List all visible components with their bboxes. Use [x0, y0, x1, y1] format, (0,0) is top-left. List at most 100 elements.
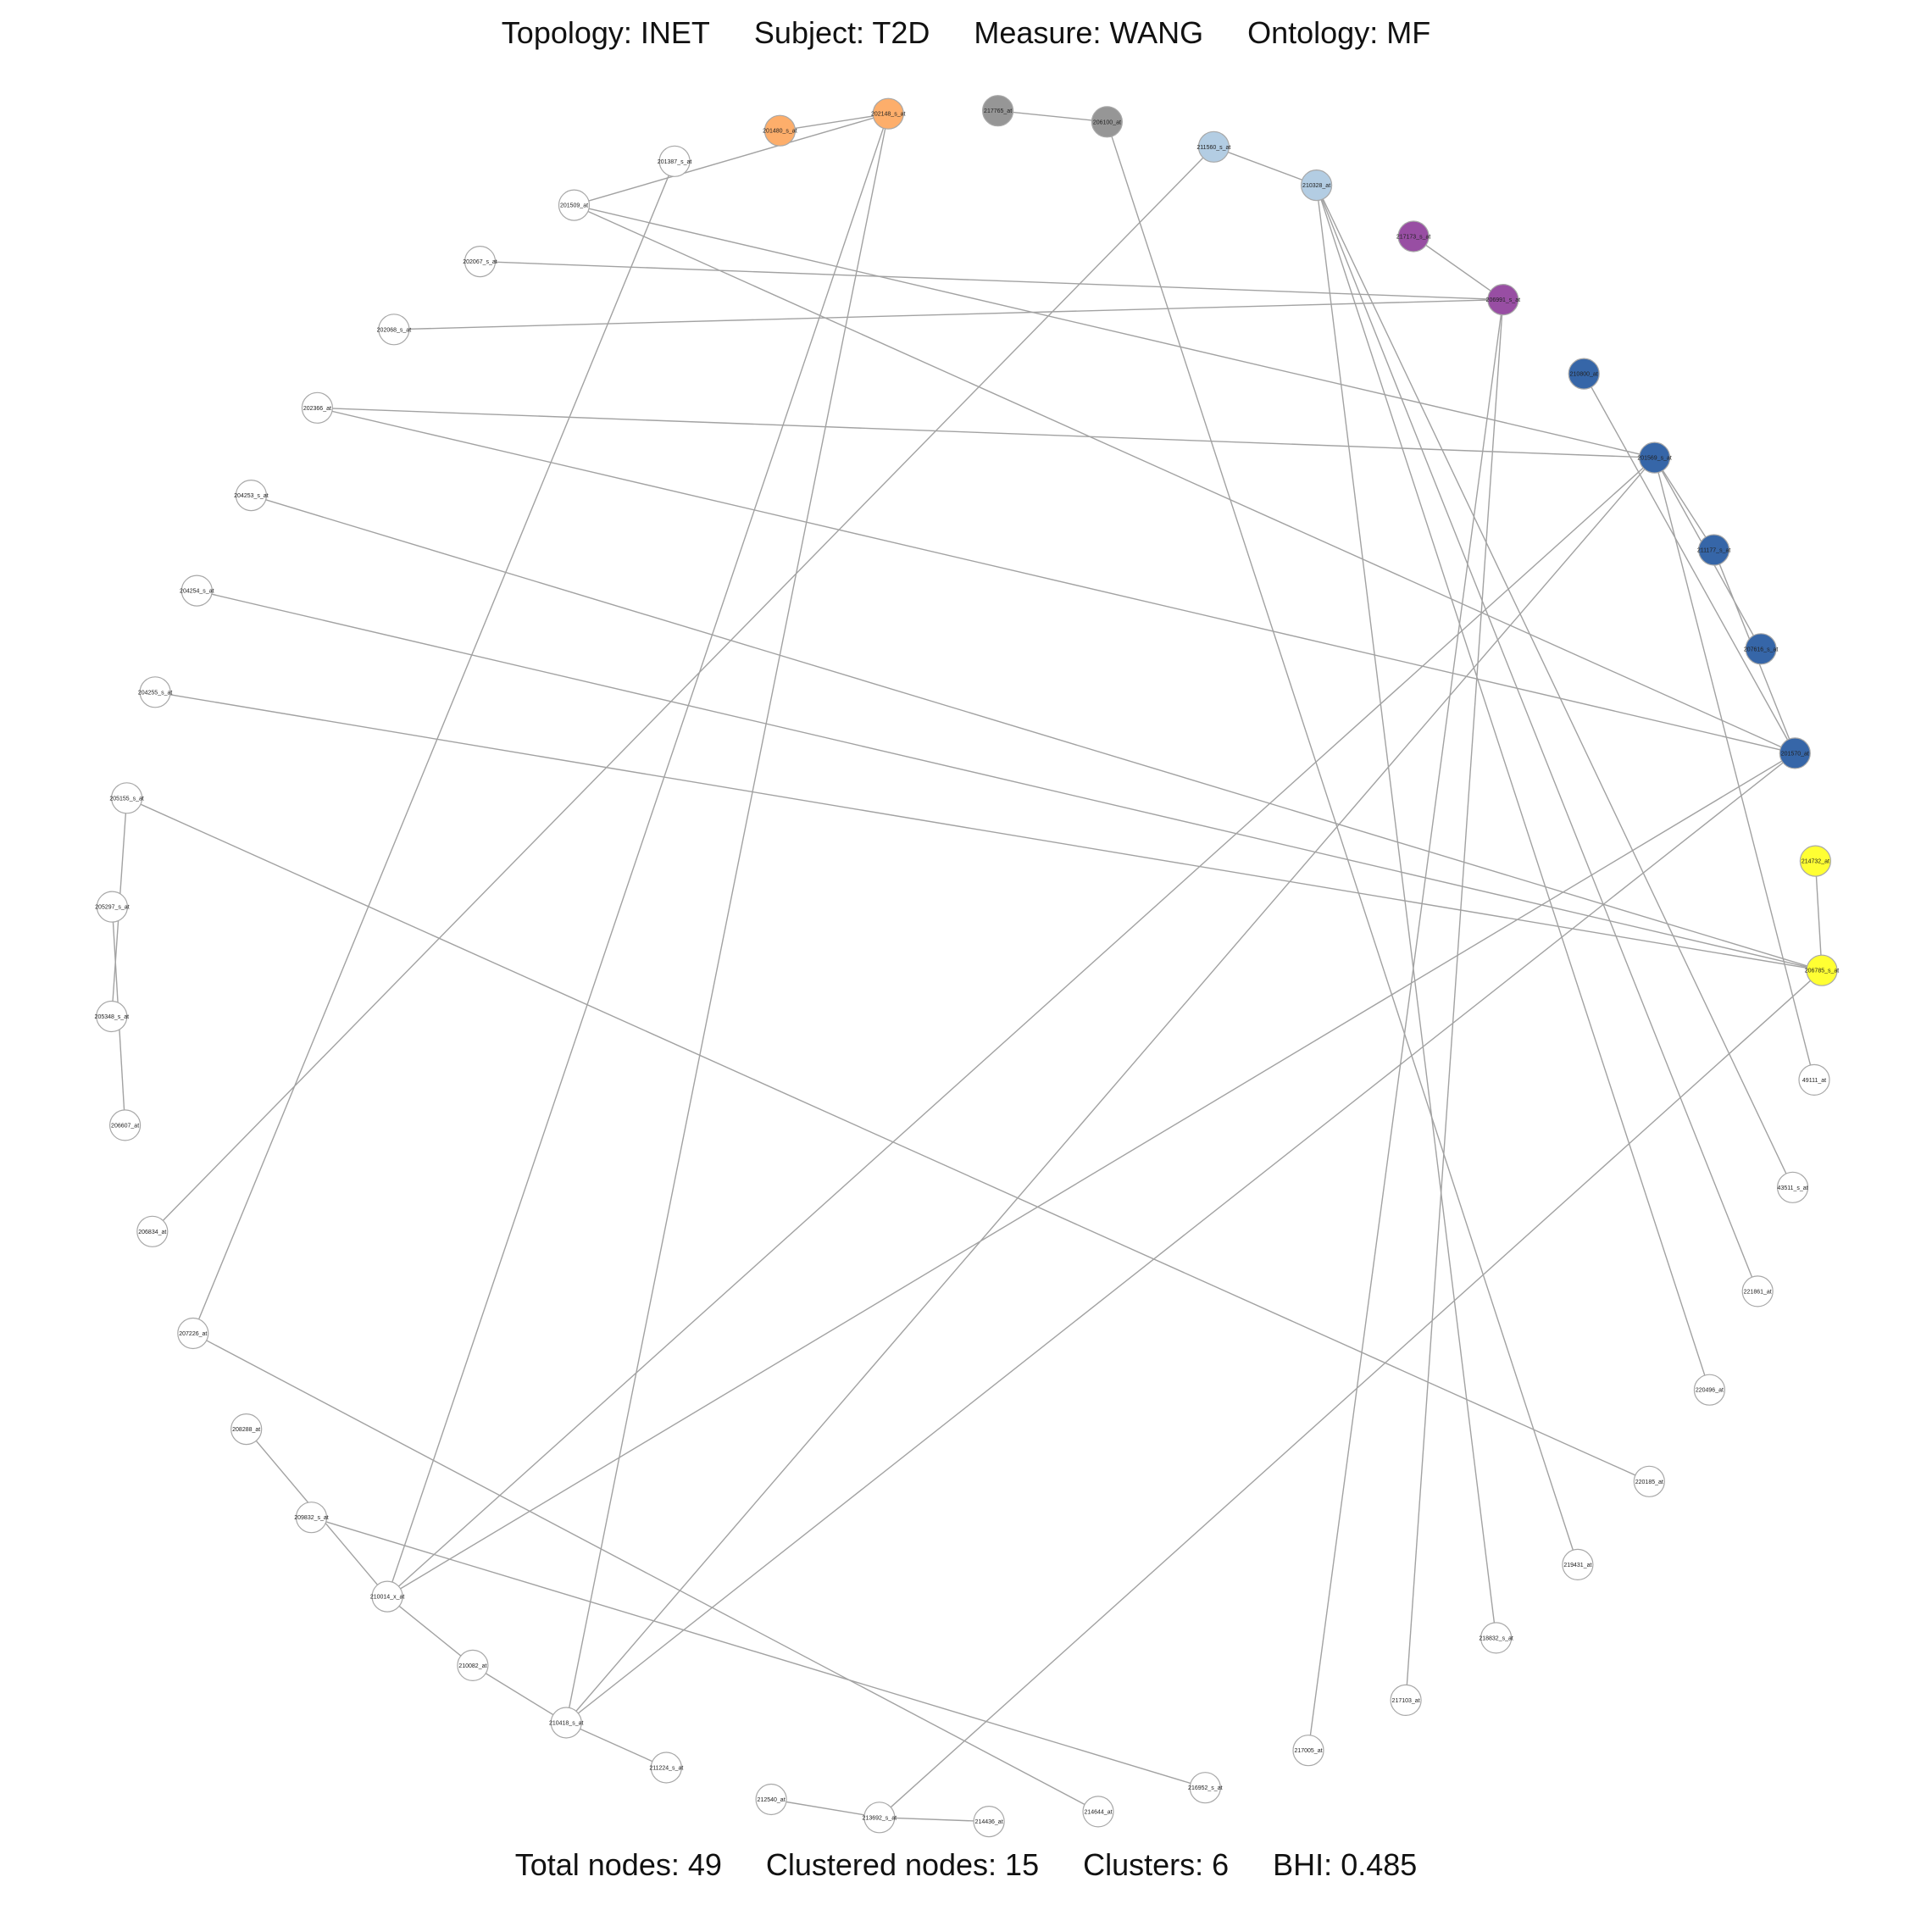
- node-circle: [1568, 358, 1600, 390]
- node-206834_at: 206834_at: [136, 1215, 169, 1247]
- node-circle: [1799, 845, 1831, 877]
- node-circle: [1082, 1796, 1114, 1828]
- node-label: 213692_s_at: [863, 1815, 897, 1821]
- node-circle: [1292, 1735, 1324, 1767]
- node-209832_s_at: 209832_s_at: [294, 1502, 329, 1534]
- node-label: 210418_s_at: [549, 1721, 584, 1727]
- node-label: 206785_s_at: [1805, 969, 1840, 974]
- node-217765_at: 217765_at: [981, 95, 1014, 127]
- node-circle: [136, 1215, 169, 1247]
- node-label: 206607_at: [111, 1123, 139, 1129]
- node-210328_at: 210328_at: [1300, 169, 1333, 202]
- edge-214732_at-206785_s_at: [1814, 861, 1823, 971]
- node-220496_at: 220496_at: [1693, 1374, 1726, 1406]
- edge-202148_s_at-210014_x_at: [386, 113, 889, 1597]
- node-label: 220185_at: [1635, 1480, 1663, 1485]
- node-circle: [755, 1783, 787, 1816]
- node-label: 205155_s_at: [109, 796, 144, 802]
- node-202068_s_at: 202068_s_at: [377, 314, 412, 346]
- node-202366_at: 202366_at: [301, 391, 333, 424]
- node-circle: [109, 1109, 142, 1141]
- node-circle: [1189, 1772, 1221, 1804]
- node-circle: [295, 1502, 328, 1534]
- node-label: 207226_at: [179, 1331, 207, 1337]
- node-circle: [301, 391, 333, 424]
- node-circle: [1480, 1622, 1513, 1654]
- node-label: 211224_s_at: [649, 1766, 683, 1772]
- edge-201387_s_at-207226_at: [192, 161, 675, 1334]
- node-217005_at: 217005_at: [1292, 1735, 1324, 1767]
- edge-206785_s_at-204254_s_at: [197, 590, 1823, 971]
- edges-layer: [111, 110, 1823, 1823]
- node-label: 201387_s_at: [658, 159, 692, 165]
- node-circle: [872, 97, 904, 130]
- node-210082_at: 210082_at: [457, 1649, 489, 1682]
- edge-209832_s_at-216952_s_at: [311, 1517, 1206, 1789]
- edge-210328_at-221861_at: [1315, 185, 1758, 1292]
- node-circle: [1397, 220, 1430, 253]
- node-label: 205348_s_at: [95, 1014, 130, 1020]
- node-213692_s_at: 213692_s_at: [863, 1802, 897, 1834]
- edge-202148_s_at-210418_s_at: [565, 114, 889, 1724]
- edge-201480_s_at-202148_s_at: [780, 113, 889, 131]
- node-210800_at: 210800_at: [1568, 358, 1600, 390]
- node-label: 212540_at: [758, 1797, 786, 1803]
- node-label: 220496_at: [1696, 1388, 1724, 1394]
- node-circle: [230, 1413, 263, 1446]
- edge-202148_s_at-201509_at: [574, 113, 889, 206]
- node-label: 207616_s_at: [1744, 647, 1779, 652]
- node-221861_at: 221861_at: [1741, 1275, 1774, 1307]
- node-label: 49111_at: [1802, 1078, 1826, 1084]
- node-circle: [96, 891, 128, 923]
- measure-label: Measure: WANG: [974, 15, 1204, 50]
- node-201480_s_at: 201480_s_at: [763, 114, 797, 147]
- node-circle: [457, 1649, 489, 1682]
- node-label: 206991_s_at: [1486, 297, 1521, 303]
- node-circle: [1487, 284, 1519, 316]
- node-circle: [1741, 1275, 1774, 1307]
- node-217173_s_at: 217173_s_at: [1396, 220, 1430, 253]
- edge-206785_s_at-213692_s_at: [879, 969, 1823, 1818]
- node-label: 204255_s_at: [138, 690, 173, 696]
- edge-201570_at-202366_at: [317, 407, 1796, 754]
- node-214644_at: 214644_at: [1082, 1796, 1114, 1828]
- edge-210014_x_at-210082_at: [386, 1596, 474, 1666]
- node-circle: [558, 189, 591, 221]
- node-206607_at: 206607_at: [109, 1109, 142, 1141]
- node-label: 214436_at: [975, 1819, 1003, 1825]
- node-label: 217005_at: [1294, 1748, 1322, 1754]
- edge-201570_at-210014_x_at: [386, 752, 1796, 1597]
- node-202148_s_at: 202148_s_at: [871, 97, 906, 130]
- node-210418_s_at: 210418_s_at: [549, 1707, 584, 1739]
- node-label: 201509_at: [560, 203, 588, 209]
- node-label: 214644_at: [1084, 1809, 1112, 1815]
- node-49111_at: 49111_at: [1798, 1063, 1830, 1096]
- edge-201569_s_at-201509_at: [574, 204, 1655, 458]
- node-label: 202366_at: [303, 406, 331, 412]
- node-circle: [371, 1580, 403, 1613]
- edge-201569_s_at-210014_x_at: [386, 457, 1656, 1597]
- node-circle: [863, 1802, 896, 1834]
- node-label: 208288_at: [232, 1427, 260, 1433]
- node-circle: [973, 1806, 1005, 1838]
- edge-210082_at-210418_s_at: [472, 1664, 567, 1724]
- node-circle: [139, 676, 171, 708]
- edge-206991_s_at-217005_at: [1307, 299, 1504, 1751]
- node-circle: [1562, 1548, 1594, 1581]
- edge-206100_at-219431_at: [1106, 121, 1579, 1565]
- node-circle: [1777, 1171, 1809, 1203]
- node-label: 202148_s_at: [871, 112, 906, 118]
- node-label: 206100_at: [1093, 119, 1121, 125]
- node-204253_s_at: 204253_s_at: [234, 479, 269, 512]
- clustered-nodes-label: Clustered nodes: 15: [765, 1847, 1040, 1882]
- node-201570_at: 201570_at: [1779, 737, 1811, 769]
- node-label: 202068_s_at: [377, 327, 412, 333]
- node-220185_at: 220185_at: [1633, 1465, 1665, 1497]
- node-label: 219431_at: [1563, 1563, 1591, 1568]
- node-206785_s_at: 206785_s_at: [1805, 954, 1840, 986]
- node-label: 210328_at: [1302, 183, 1330, 189]
- edge-201569_s_at-202366_at: [317, 407, 1655, 458]
- edge-211560_s_at-210328_at: [1213, 146, 1317, 186]
- subject-label: Subject: T2D: [753, 15, 930, 50]
